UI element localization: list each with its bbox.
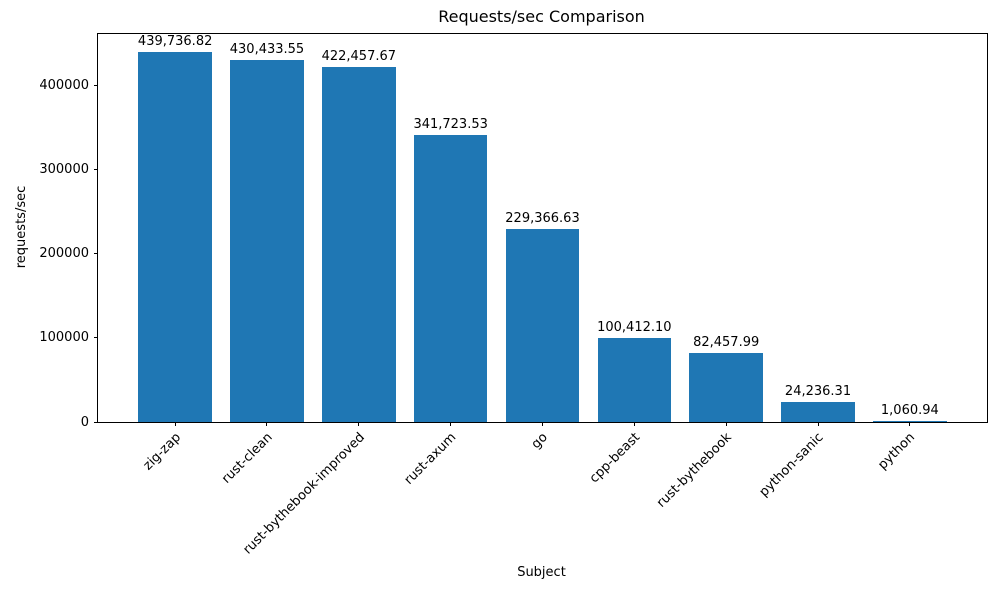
x-tick-label: python-sanic bbox=[756, 430, 827, 500]
bar bbox=[689, 352, 763, 422]
x-tick-mark bbox=[542, 422, 543, 426]
bar bbox=[597, 337, 672, 422]
y-tick-mark bbox=[94, 337, 98, 339]
x-tick-mark bbox=[174, 422, 176, 426]
y-tick-mark bbox=[94, 253, 98, 255]
bar-value-label: 1,060.94 bbox=[880, 403, 939, 419]
x-axis-title: Subject bbox=[517, 565, 566, 580]
bar-value-label: 430,433.55 bbox=[229, 42, 305, 58]
y-tick-label: 100000 bbox=[39, 330, 89, 346]
bar bbox=[230, 60, 304, 422]
x-tick-label: cpp-beast bbox=[586, 430, 643, 487]
x-tick-label: python bbox=[875, 430, 919, 473]
y-tick-label: 400000 bbox=[39, 78, 89, 94]
y-tick-mark bbox=[94, 85, 98, 87]
y-tick-mark bbox=[94, 169, 98, 171]
y-tick-label: 300000 bbox=[39, 162, 89, 178]
x-tick-mark bbox=[909, 422, 911, 426]
x-tick-label: rust-clean bbox=[218, 430, 276, 487]
bar bbox=[873, 421, 947, 422]
bar-value-label: 100,412.10 bbox=[597, 319, 672, 335]
bar-value-label: 439,736.82 bbox=[137, 34, 213, 50]
bar bbox=[505, 229, 580, 422]
x-tick-mark bbox=[725, 422, 727, 426]
x-tick-mark bbox=[817, 422, 819, 426]
y-tick-mark bbox=[94, 421, 98, 423]
y-axis-title: requests/sec bbox=[14, 185, 29, 269]
plot-area: 439,736.82 zig-zap 430,433.55 rust-clean 422… bbox=[39, 33, 988, 557]
x-tick-mark bbox=[266, 422, 268, 426]
bar bbox=[781, 401, 855, 422]
bar bbox=[322, 67, 396, 422]
bar-value-label: 341,723.53 bbox=[413, 116, 488, 132]
bar-value-label: 229,366.63 bbox=[505, 211, 580, 227]
x-tick-mark bbox=[358, 422, 360, 426]
x-tick-mark bbox=[633, 422, 635, 426]
bar-value-label: 24,236.31 bbox=[784, 383, 852, 399]
x-tick-label: rust-bythebook bbox=[654, 430, 735, 511]
y-tick-label: 0 bbox=[80, 414, 89, 430]
x-tick-label: go bbox=[529, 430, 552, 453]
bar bbox=[138, 52, 212, 422]
bar-value-label: 422,457.67 bbox=[321, 49, 397, 64]
chart-title: Requests/sec Comparison bbox=[438, 7, 645, 26]
bar bbox=[413, 134, 488, 422]
x-tick-label: zig-zap bbox=[140, 430, 184, 474]
y-tick-label: 200000 bbox=[39, 246, 89, 262]
bar-value-label: 82,457.99 bbox=[693, 334, 760, 350]
x-tick-label: rust-axum bbox=[401, 430, 460, 488]
x-tick-mark bbox=[450, 422, 452, 426]
